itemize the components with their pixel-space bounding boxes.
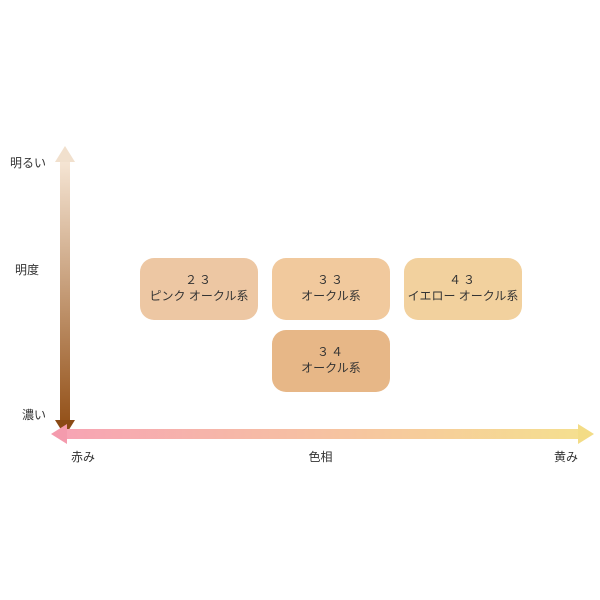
shade-swatch: ２３ ピンク オークル系 xyxy=(140,258,258,320)
shade-number: ３４ xyxy=(317,345,345,361)
x-axis-left-label: 赤み xyxy=(71,448,95,465)
x-axis-title: 色相 xyxy=(309,448,333,465)
shade-swatch: ３４ オークル系 xyxy=(272,330,390,392)
shade-quadrant-chart: 明るい 明度 濃い 赤み 色相 黄み ２３ ピンク オークル系 ３３ オークル系… xyxy=(0,0,600,600)
shade-number: ２３ xyxy=(185,273,213,289)
y-axis-title: 明度 xyxy=(15,261,39,278)
shade-number: ４３ xyxy=(449,273,477,289)
shade-swatch: ４３ イエロー オークル系 xyxy=(404,258,522,320)
y-axis-top-label: 明るい xyxy=(10,154,46,171)
shade-name: イエロー オークル系 xyxy=(408,289,519,305)
y-axis-bottom-label: 濃い xyxy=(22,406,46,423)
x-axis-right-label: 黄み xyxy=(554,448,578,465)
shade-name: オークル系 xyxy=(301,361,361,377)
shade-name: オークル系 xyxy=(301,289,361,305)
shade-name: ピンク オークル系 xyxy=(150,289,249,305)
shade-swatch: ３３ オークル系 xyxy=(272,258,390,320)
shade-number: ３３ xyxy=(317,273,345,289)
